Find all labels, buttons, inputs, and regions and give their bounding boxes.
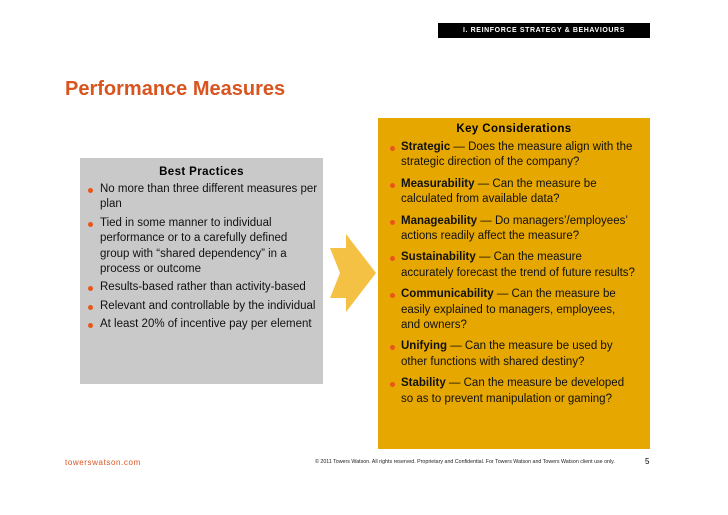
section-label: I. REINFORCE STRATEGY & BEHAVIOURS xyxy=(438,23,650,38)
box-heading: Best Practices xyxy=(159,166,244,178)
description: — Can the measure be easily explained to… xyxy=(401,288,616,332)
arrow-shape xyxy=(330,234,376,312)
bullet-item: Relevant and controllable by the individ… xyxy=(80,299,323,314)
term: Stability xyxy=(401,377,446,390)
bullet-item: Stability — Can the measure be developed… xyxy=(378,376,650,407)
bullet-list: No more than three different measures pe… xyxy=(80,182,323,333)
bullet-item: Manageability — Do managers’/employees’ … xyxy=(378,214,650,245)
bullet-list: Strategic — Does the measure align with … xyxy=(378,140,650,407)
arrow xyxy=(330,234,376,312)
description: — Can the measure accurately forecast th… xyxy=(401,251,635,279)
page-number: 5 xyxy=(645,457,650,466)
key-considerations-box: Key Considerations Strategic — Does the … xyxy=(378,118,650,449)
description: — Can the measure be developed so as to … xyxy=(401,377,625,405)
description: — Does the measure align with the strate… xyxy=(401,141,633,169)
bullet-item: Unifying — Can the measure be used by ot… xyxy=(378,339,650,370)
footer-site: towerswatson.com xyxy=(65,458,141,467)
term: Communicability xyxy=(401,288,494,301)
footer-copyright: © 2011 Towers Watson. All rights reserve… xyxy=(315,459,615,465)
term: Strategic xyxy=(401,141,451,153)
bullet-item: Results-based rather than activity-based xyxy=(80,280,323,295)
bullet-item: Strategic — Does the measure align with … xyxy=(378,140,650,171)
description: — Do managers’/employees’ actions readil… xyxy=(401,214,628,243)
bullet-item: At least 20% of incentive pay per elemen… xyxy=(80,317,323,332)
bullet-item: Measurability — Can the measure be calcu… xyxy=(378,177,650,208)
term: Measurability xyxy=(401,177,475,190)
bullet-item: Communicability — Can the measure be eas… xyxy=(378,287,650,333)
term: Manageability xyxy=(401,214,478,227)
bullet-item: Sustainability — Can the measure accurat… xyxy=(378,250,650,281)
best-practices-box: Best Practices No more than three differ… xyxy=(80,158,323,384)
term: Unifying xyxy=(401,340,447,353)
bullet-item: Tied in some manner to individual perfor… xyxy=(80,216,323,278)
term: Sustainability xyxy=(401,251,476,264)
description: — Can the measure be calculated from ava… xyxy=(401,177,597,206)
bullet-item: No more than three different measures pe… xyxy=(80,182,323,213)
slide-title: Performance Measures xyxy=(65,78,286,100)
description: — Can the measure be used by other funct… xyxy=(401,340,613,368)
box-heading: Key Considerations xyxy=(456,123,572,135)
